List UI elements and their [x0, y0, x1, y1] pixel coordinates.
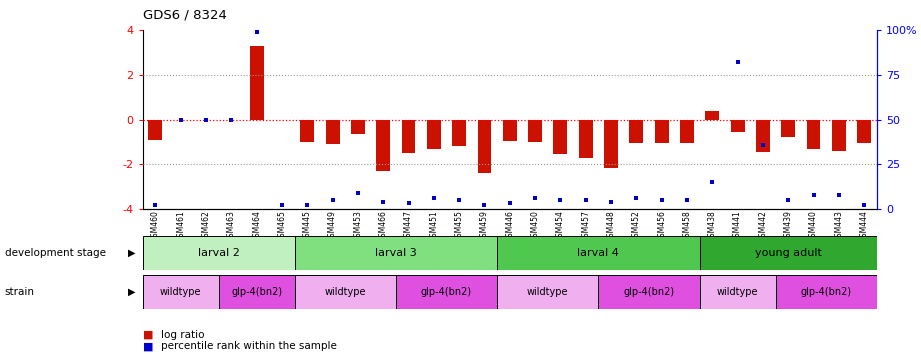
Bar	[295, 236, 497, 270]
Text: larval 2: larval 2	[198, 247, 239, 258]
Bar	[143, 275, 218, 309]
Bar	[250, 46, 263, 120]
Bar	[503, 120, 517, 141]
Bar	[351, 120, 365, 134]
Bar	[497, 275, 599, 309]
Bar	[700, 236, 877, 270]
Bar	[807, 120, 821, 149]
Bar	[705, 111, 719, 120]
Text: ▶: ▶	[128, 247, 135, 258]
Text: glp-4(bn2): glp-4(bn2)	[421, 287, 472, 297]
Bar	[477, 120, 492, 173]
Text: glp-4(bn2): glp-4(bn2)	[624, 287, 674, 297]
Bar	[452, 120, 466, 146]
Text: wildtype: wildtype	[527, 287, 568, 297]
Text: young adult: young adult	[755, 247, 822, 258]
Text: glp-4(bn2): glp-4(bn2)	[800, 287, 852, 297]
Text: wildtype: wildtype	[160, 287, 202, 297]
Bar	[295, 275, 396, 309]
Bar	[396, 275, 497, 309]
Bar	[832, 120, 845, 151]
Bar	[578, 120, 593, 157]
Bar	[700, 275, 775, 309]
Bar	[781, 120, 795, 137]
Bar	[528, 120, 542, 142]
Bar	[426, 120, 441, 149]
Bar	[326, 120, 340, 144]
Bar	[300, 120, 314, 142]
Bar	[497, 236, 700, 270]
Text: strain: strain	[5, 287, 35, 297]
Bar	[655, 120, 669, 143]
Bar	[857, 120, 871, 143]
Bar	[148, 120, 162, 140]
Text: GDS6 / 8324: GDS6 / 8324	[143, 9, 227, 21]
Text: larval 3: larval 3	[375, 247, 416, 258]
Text: glp-4(bn2): glp-4(bn2)	[231, 287, 282, 297]
Bar	[402, 120, 415, 153]
Text: wildtype: wildtype	[717, 287, 758, 297]
Bar	[377, 120, 391, 171]
Bar	[730, 120, 744, 132]
Bar	[143, 236, 295, 270]
Bar	[775, 275, 877, 309]
Bar	[680, 120, 694, 143]
Bar	[218, 275, 295, 309]
Text: ▶: ▶	[128, 287, 135, 297]
Text: ■: ■	[143, 341, 153, 351]
Text: ■: ■	[143, 330, 153, 340]
Bar	[756, 120, 770, 152]
Text: percentile rank within the sample: percentile rank within the sample	[161, 341, 337, 351]
Bar	[599, 275, 700, 309]
Text: wildtype: wildtype	[324, 287, 366, 297]
Text: log ratio: log ratio	[161, 330, 204, 340]
Bar	[554, 120, 567, 154]
Bar	[604, 120, 618, 167]
Text: development stage: development stage	[5, 247, 106, 258]
Text: larval 4: larval 4	[577, 247, 619, 258]
Bar	[629, 120, 643, 143]
